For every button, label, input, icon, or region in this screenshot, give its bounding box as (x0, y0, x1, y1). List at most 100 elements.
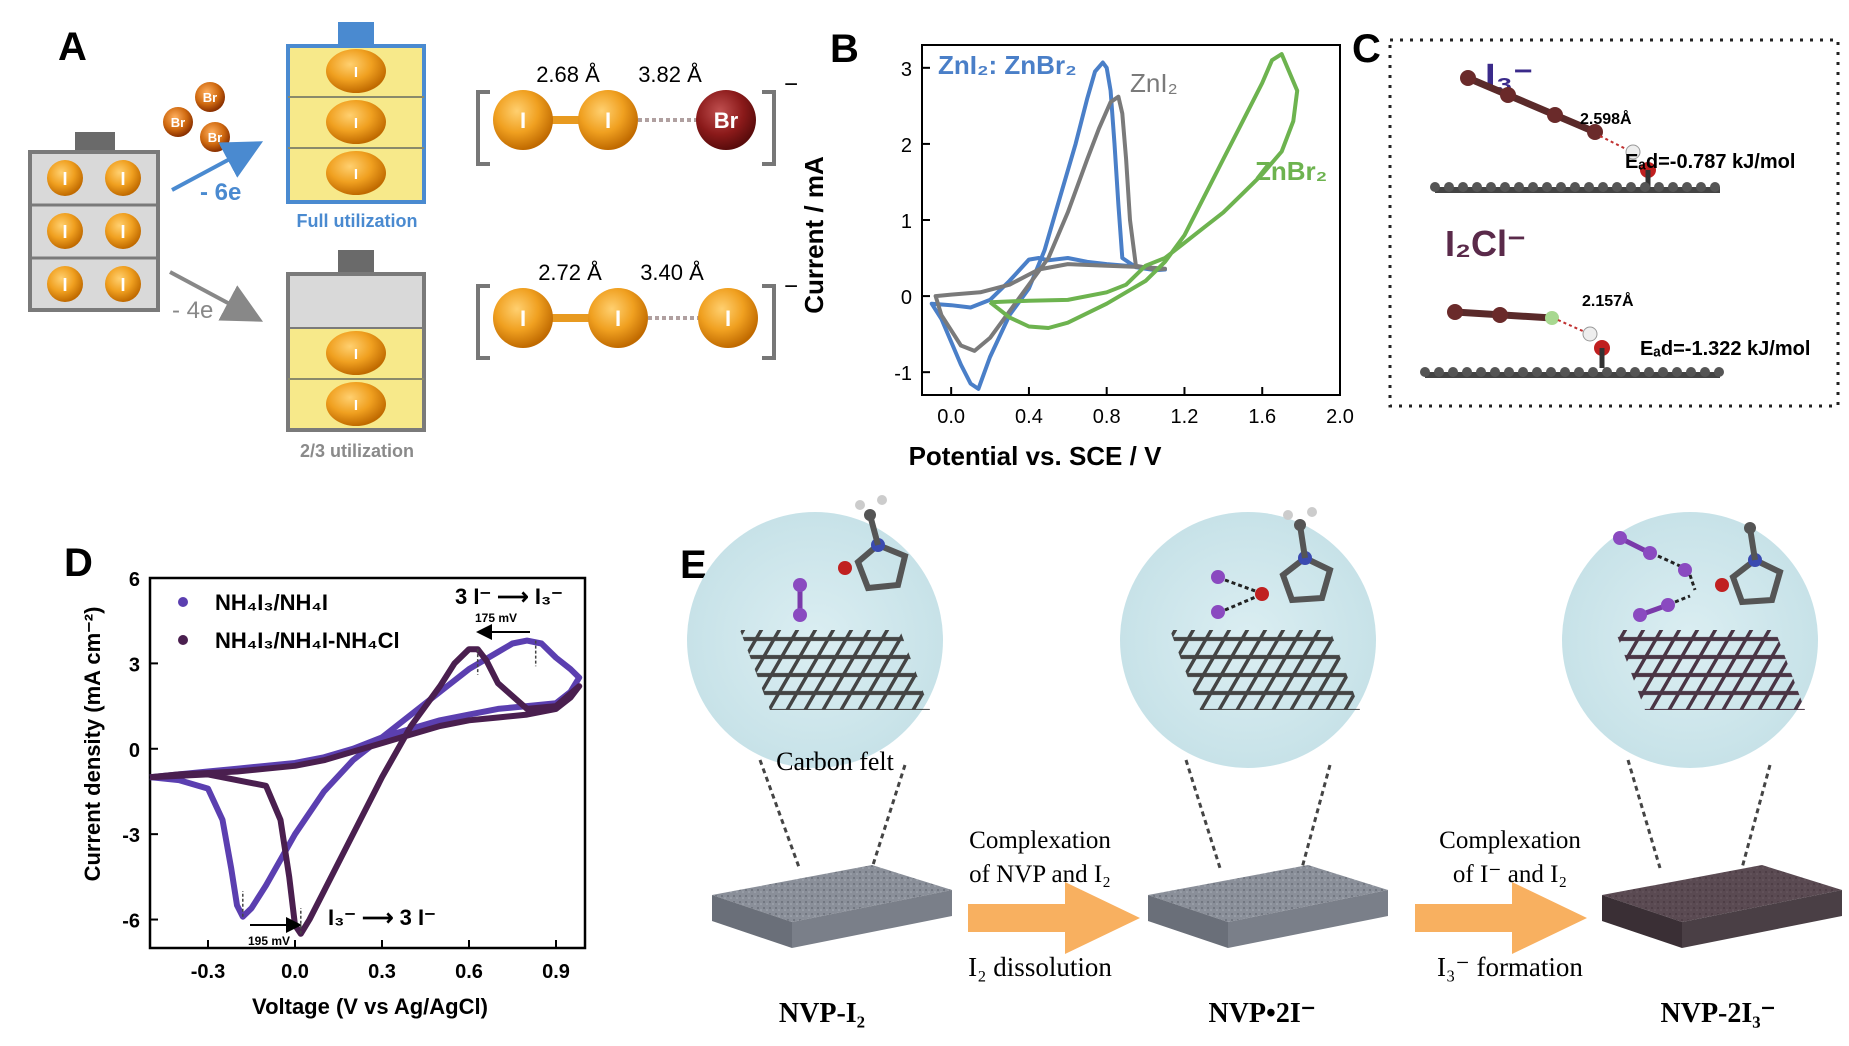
legend-znbr2: ZnBr₂ (1255, 156, 1327, 186)
x-tick-label: 0.0 (937, 406, 965, 428)
carbon-atom (1626, 182, 1636, 192)
battery-initial: I I I I I I (28, 132, 160, 312)
i2br-complex (326, 49, 386, 93)
carbon-atom (1686, 367, 1696, 377)
step-2-subtitle: of I⁻ and I₂ (1453, 861, 1567, 888)
carbon-atom (1574, 367, 1584, 377)
arrow-label-6e: - 6e (200, 179, 241, 206)
iodide-ion (47, 160, 83, 196)
step-1-title: Complexation (969, 827, 1111, 854)
carbon-atom (1570, 182, 1580, 192)
svg-text:Br: Br (714, 108, 739, 133)
iodide-ion (105, 266, 141, 302)
carbon-atom (1528, 182, 1538, 192)
carbon-atom (1514, 182, 1524, 192)
carbon-atom (1420, 367, 1430, 377)
step-2-result: I₃⁻ formation (1437, 952, 1583, 982)
i3-complex (326, 331, 386, 375)
legend-zni2-znbr2: ZnI₂: ZnBr₂ (938, 50, 1077, 80)
state-label-1: NVP-I₂ (779, 998, 865, 1029)
iodide-ion-label: I (120, 169, 125, 189)
panel-e: E Carbon felt (680, 495, 1842, 1029)
carbon-atom (1710, 182, 1720, 192)
carbon-atom (1612, 182, 1622, 192)
x-tick-label: 0.9 (542, 961, 570, 983)
adsorption-top: 2.598Å Eₐd=-0.787 kJ/mol (1430, 70, 1795, 193)
y-tick-label: 3 (901, 59, 912, 81)
carbon-atom (1430, 182, 1440, 192)
bromide-ion-label: Br (203, 90, 217, 105)
molecule-i3: − I I I 2.72 Å 3.40 Å (476, 260, 798, 360)
arrow-step-1 (968, 882, 1140, 954)
i2br-complex (326, 151, 386, 195)
i2br-label: I (354, 115, 358, 132)
i2br-label: I (354, 64, 358, 81)
svg-text:I: I (615, 306, 621, 331)
carbon-felt-label: Carbon felt (776, 747, 894, 776)
carbon-atom (1714, 367, 1724, 377)
carbon-felt-mesh-1 (740, 630, 930, 710)
step-1-result: I₂ dissolution (968, 952, 1112, 982)
series-line (929, 60, 1167, 391)
bond-length-i-i: 2.68 Å (536, 62, 600, 87)
carbon-atom (1644, 367, 1654, 377)
molecule-i2br: − I I Br 2.68 Å 3.82 Å (476, 62, 798, 166)
distance-bottom: 2.157Å (1582, 291, 1634, 310)
x-tick-label: 0.6 (455, 961, 483, 983)
iodide-ion (105, 213, 141, 249)
panel-a: A I I I I I I Br Br Br - 6e - 4e I I I Full utili… (28, 22, 798, 461)
molecule-nvp-2 (1211, 507, 1334, 619)
carbon-atom (1616, 367, 1626, 377)
bromide-ion-label: Br (171, 115, 185, 130)
slab-nvp-2i (1148, 865, 1388, 948)
legend-1: NH₄I₃/NH₄I (215, 590, 328, 615)
y-tick-label: -3 (122, 825, 140, 847)
chart-b-xlabel: Potential vs. SCE / V (909, 441, 1163, 471)
energy-top: Eₐd=-0.787 kJ/mol (1625, 151, 1795, 173)
iodide-ion-label: I (62, 169, 67, 189)
carbon-atom (1588, 367, 1598, 377)
iodide-ion (47, 213, 83, 249)
carbon-felt-mesh-3 (1615, 630, 1805, 710)
chart-d-ylabel: Current density (mA cm⁻²) (80, 607, 105, 882)
bond-length-i-i-long: 3.40 Å (640, 260, 704, 285)
battery-partial: I I 2/3 utilization (286, 250, 426, 461)
arrow-oxidation-4e (169, 270, 264, 322)
molecule-nvp-1 (793, 495, 909, 622)
molecule-nvp-3 (1613, 522, 1784, 622)
carbon-atom (1640, 182, 1650, 192)
battery-full: I I I Full utilization (286, 22, 426, 231)
carbon-atom (1598, 182, 1608, 192)
y-tick-label: 2 (901, 135, 912, 157)
carbon-atom (1546, 367, 1556, 377)
annotation-ox-mv: 175 mV (475, 611, 517, 625)
arrow-oxidation-6e (171, 141, 264, 192)
iodide-ion (47, 266, 83, 302)
y-tick-label: 0 (901, 287, 912, 309)
charge-top: − (784, 71, 798, 98)
carbon-atom (1476, 367, 1486, 377)
y-tick-label: 1 (901, 211, 912, 233)
legend-marker-2 (178, 635, 188, 645)
series-line (988, 52, 1300, 330)
atom-br (696, 90, 756, 150)
arrow-step-2 (1415, 882, 1587, 954)
x-tick-label: 0.8 (1093, 406, 1121, 428)
i3-label: I (354, 346, 358, 363)
slab-nvp-2i3 (1602, 865, 1842, 948)
carbon-atom (1700, 367, 1710, 377)
iodide-ion-label: I (62, 222, 67, 242)
carbon-atom (1448, 367, 1458, 377)
arrow-label-4e: - 4e (172, 297, 213, 324)
series-line (149, 646, 583, 937)
carbon-atom (1696, 182, 1706, 192)
carbon-atom (1682, 182, 1692, 192)
panel-c-frame (1388, 38, 1840, 408)
svg-text:I: I (725, 306, 731, 331)
x-tick-label: 0.0 (281, 961, 309, 983)
iodide-ion-label: I (120, 275, 125, 295)
carbon-atom (1518, 367, 1528, 377)
partial-utilization-caption: 2/3 utilization (300, 441, 414, 461)
